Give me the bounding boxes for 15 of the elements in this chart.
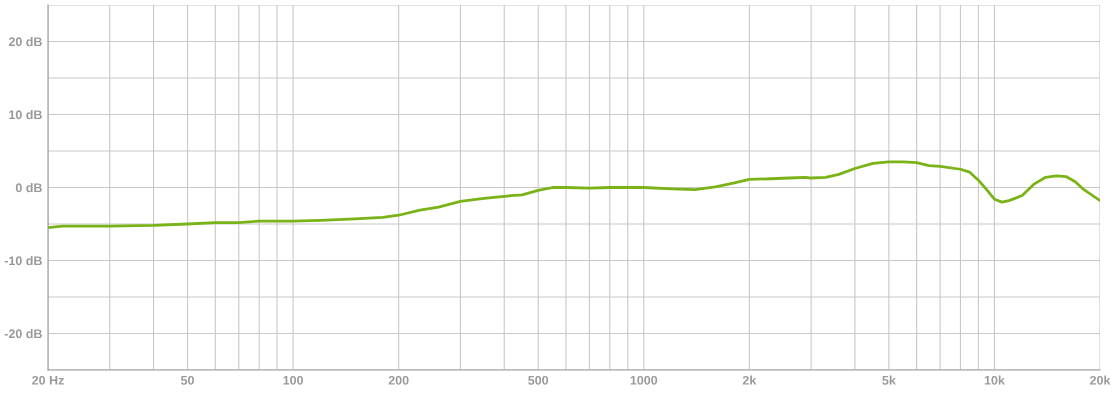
- x-tick-label: 200: [388, 375, 409, 385]
- x-tick-label: 10k: [984, 375, 1005, 385]
- x-tick-label: 2k: [742, 375, 757, 385]
- y-tick-label: -20 dB: [4, 328, 42, 339]
- x-tick-label: 1000: [630, 375, 658, 385]
- x-tick-label: 50: [180, 375, 194, 385]
- x-tick-label: 100: [283, 375, 304, 385]
- x-tick-label: 5k: [882, 375, 896, 385]
- y-tick-label: 20 dB: [8, 36, 42, 47]
- x-tick-label: 20 Hz: [32, 375, 64, 385]
- x-tick-label: 500: [528, 375, 549, 385]
- y-tick-label: 0 dB: [15, 182, 42, 193]
- x-tick-label: 20k: [1090, 375, 1111, 385]
- y-tick-label: 10 dB: [9, 109, 42, 120]
- y-tick-label: -10 dB: [4, 255, 42, 266]
